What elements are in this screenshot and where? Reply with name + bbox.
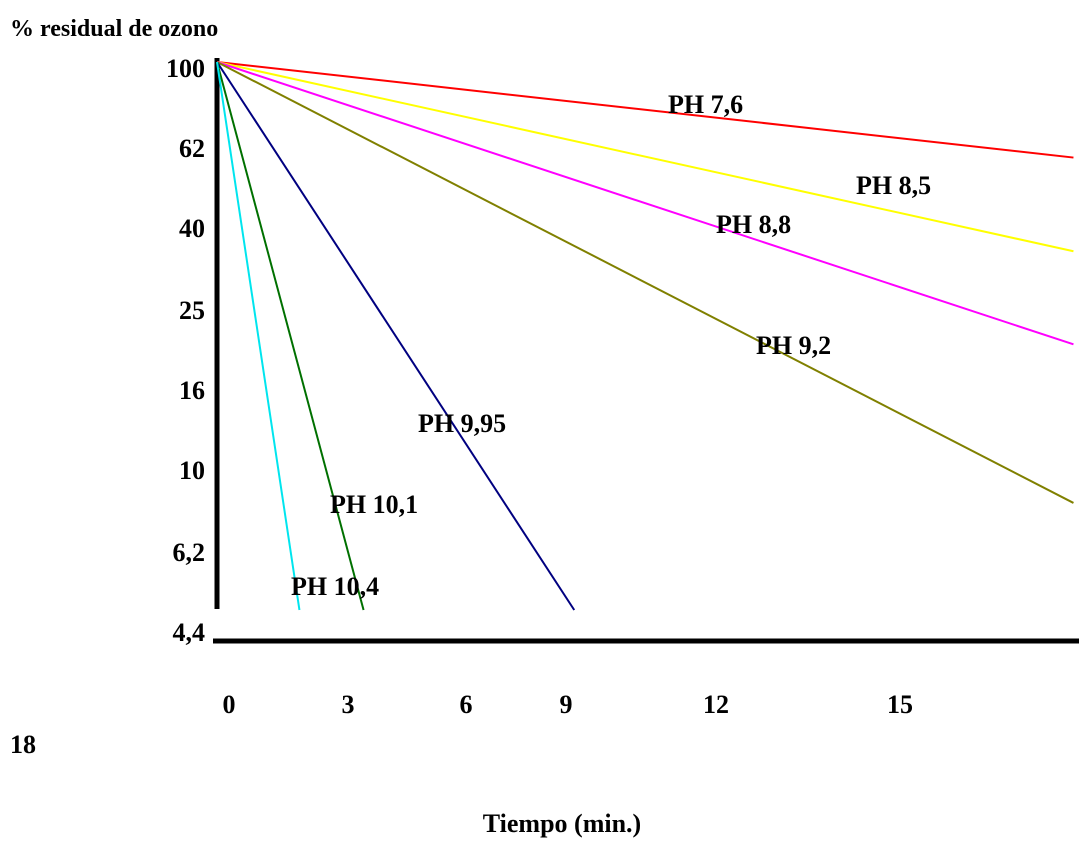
y-tick-label: 16 — [179, 376, 205, 405]
series-line-0 — [216, 61, 1074, 159]
series-layer — [216, 61, 1074, 611]
series-line-1 — [216, 61, 1074, 253]
x-tick-label: 9 — [560, 690, 573, 719]
series-label: PH 7,6 — [668, 90, 743, 119]
y-tick-label: 62 — [179, 134, 205, 163]
series-label: PH 8,5 — [856, 171, 931, 200]
y-tick-label: 10 — [179, 456, 205, 485]
series-line-6 — [216, 61, 301, 611]
y-tick-label: 4,4 — [173, 618, 206, 647]
y-tick-label: 25 — [179, 296, 205, 325]
y-tick-label: 100 — [166, 54, 205, 83]
tick-layer: 100 62 40 25 16 10 6,2 4,4 0 3 6 9 12 15 18 — [10, 54, 913, 759]
x-axis-title: Tiempo (min.) — [483, 809, 641, 838]
x-tick-label: 0 — [223, 690, 236, 719]
x-tick-label: 12 — [703, 690, 729, 719]
x-tick-label: 6 — [460, 690, 473, 719]
series-line-3 — [216, 61, 1074, 504]
series-line-2 — [216, 61, 1074, 346]
y-tick-label: 6,2 — [173, 538, 206, 567]
x-tick-label-extra: 18 — [10, 730, 36, 759]
series-label-layer: PH 7,6 PH 8,5 PH 8,8 PH 9,2 PH 9,95 PH 10,1 PH… — [291, 90, 931, 601]
series-label: PH 10,1 — [330, 490, 418, 519]
series-label: PH 8,8 — [716, 210, 791, 239]
y-tick-label: 40 — [179, 214, 205, 243]
x-tick-label: 3 — [342, 690, 355, 719]
series-label: PH 9,95 — [418, 409, 506, 438]
x-tick-label: 15 — [887, 690, 913, 719]
series-label: PH 9,2 — [756, 331, 831, 360]
series-line-4 — [216, 61, 576, 611]
series-label: PH 10,4 — [291, 572, 379, 601]
y-axis-title: % residual de ozono — [10, 16, 218, 42]
series-line-5 — [216, 61, 365, 611]
